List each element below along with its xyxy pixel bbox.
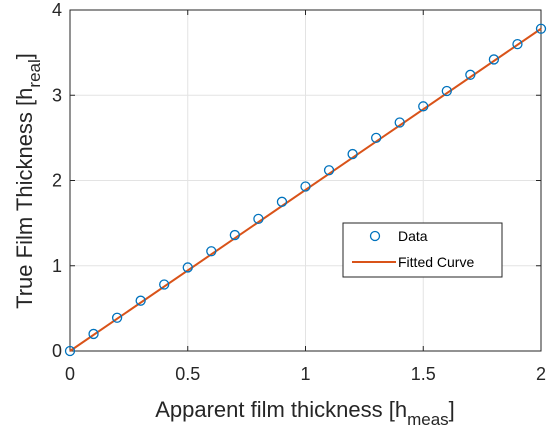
data-point bbox=[347, 148, 358, 160]
x-axis-title-main: Apparent film thickness bbox=[155, 397, 382, 422]
y-tick-label: 2 bbox=[52, 171, 62, 191]
fitted-curve-layer bbox=[69, 27, 542, 352]
data-point bbox=[535, 23, 547, 34]
data-point bbox=[488, 54, 500, 65]
data-point bbox=[135, 295, 146, 306]
legend-box bbox=[342, 222, 503, 278]
data-point bbox=[370, 132, 382, 144]
y-tick-label: 3 bbox=[52, 85, 62, 105]
data-point bbox=[323, 165, 335, 176]
data-point bbox=[253, 213, 264, 225]
y-tick-label: 1 bbox=[52, 256, 62, 276]
x-tick-label: 2 bbox=[536, 364, 546, 384]
data-point bbox=[418, 101, 429, 112]
x-tick-label: 1.5 bbox=[411, 364, 436, 384]
y-axis-title-main: True Film Thickness bbox=[12, 112, 37, 309]
legend-fitted-curve-label: Fitted Curve bbox=[398, 254, 474, 270]
data-point bbox=[512, 38, 523, 50]
data-markers-layer bbox=[64, 23, 547, 357]
y-tick-label: 0 bbox=[52, 341, 62, 361]
legend: Data Fitted Curve bbox=[342, 222, 503, 278]
y-axis-title: True Film Thickness [hreal] bbox=[12, 53, 44, 309]
data-point bbox=[64, 345, 76, 357]
legend-data-marker bbox=[369, 230, 381, 242]
x-axis-title-subscript: meas bbox=[407, 410, 449, 429]
data-point bbox=[465, 69, 476, 80]
data-point bbox=[88, 328, 99, 340]
x-axis-title-open-bracket: [h bbox=[383, 397, 407, 422]
x-tick-label: 1 bbox=[300, 364, 310, 384]
data-point bbox=[111, 312, 123, 323]
y-axis-title-close-bracket: ] bbox=[12, 53, 37, 59]
data-point bbox=[206, 246, 217, 257]
data-point bbox=[159, 279, 170, 290]
tick-marks bbox=[69, 9, 542, 352]
x-axis-title: Apparent film thickness [hmeas] bbox=[155, 397, 455, 429]
fitted-curve-line bbox=[69, 27, 542, 352]
tick-labels: 0 0.5 1 1.5 2 0 1 2 3 4 bbox=[52, 0, 546, 384]
x-tick-label: 0.5 bbox=[175, 364, 200, 384]
data-point bbox=[182, 262, 193, 273]
y-axis-title-open-bracket: [h bbox=[12, 88, 37, 112]
data-point bbox=[441, 85, 452, 97]
data-point bbox=[229, 229, 241, 241]
data-point bbox=[276, 196, 288, 207]
y-axis-title-subscript: real bbox=[25, 59, 44, 87]
data-point bbox=[394, 117, 405, 128]
x-axis-title-close-bracket: ] bbox=[449, 397, 455, 422]
x-tick-label: 0 bbox=[65, 364, 75, 384]
data-point bbox=[300, 181, 311, 192]
legend-data-label: Data bbox=[398, 228, 428, 244]
y-tick-label: 4 bbox=[52, 0, 62, 20]
